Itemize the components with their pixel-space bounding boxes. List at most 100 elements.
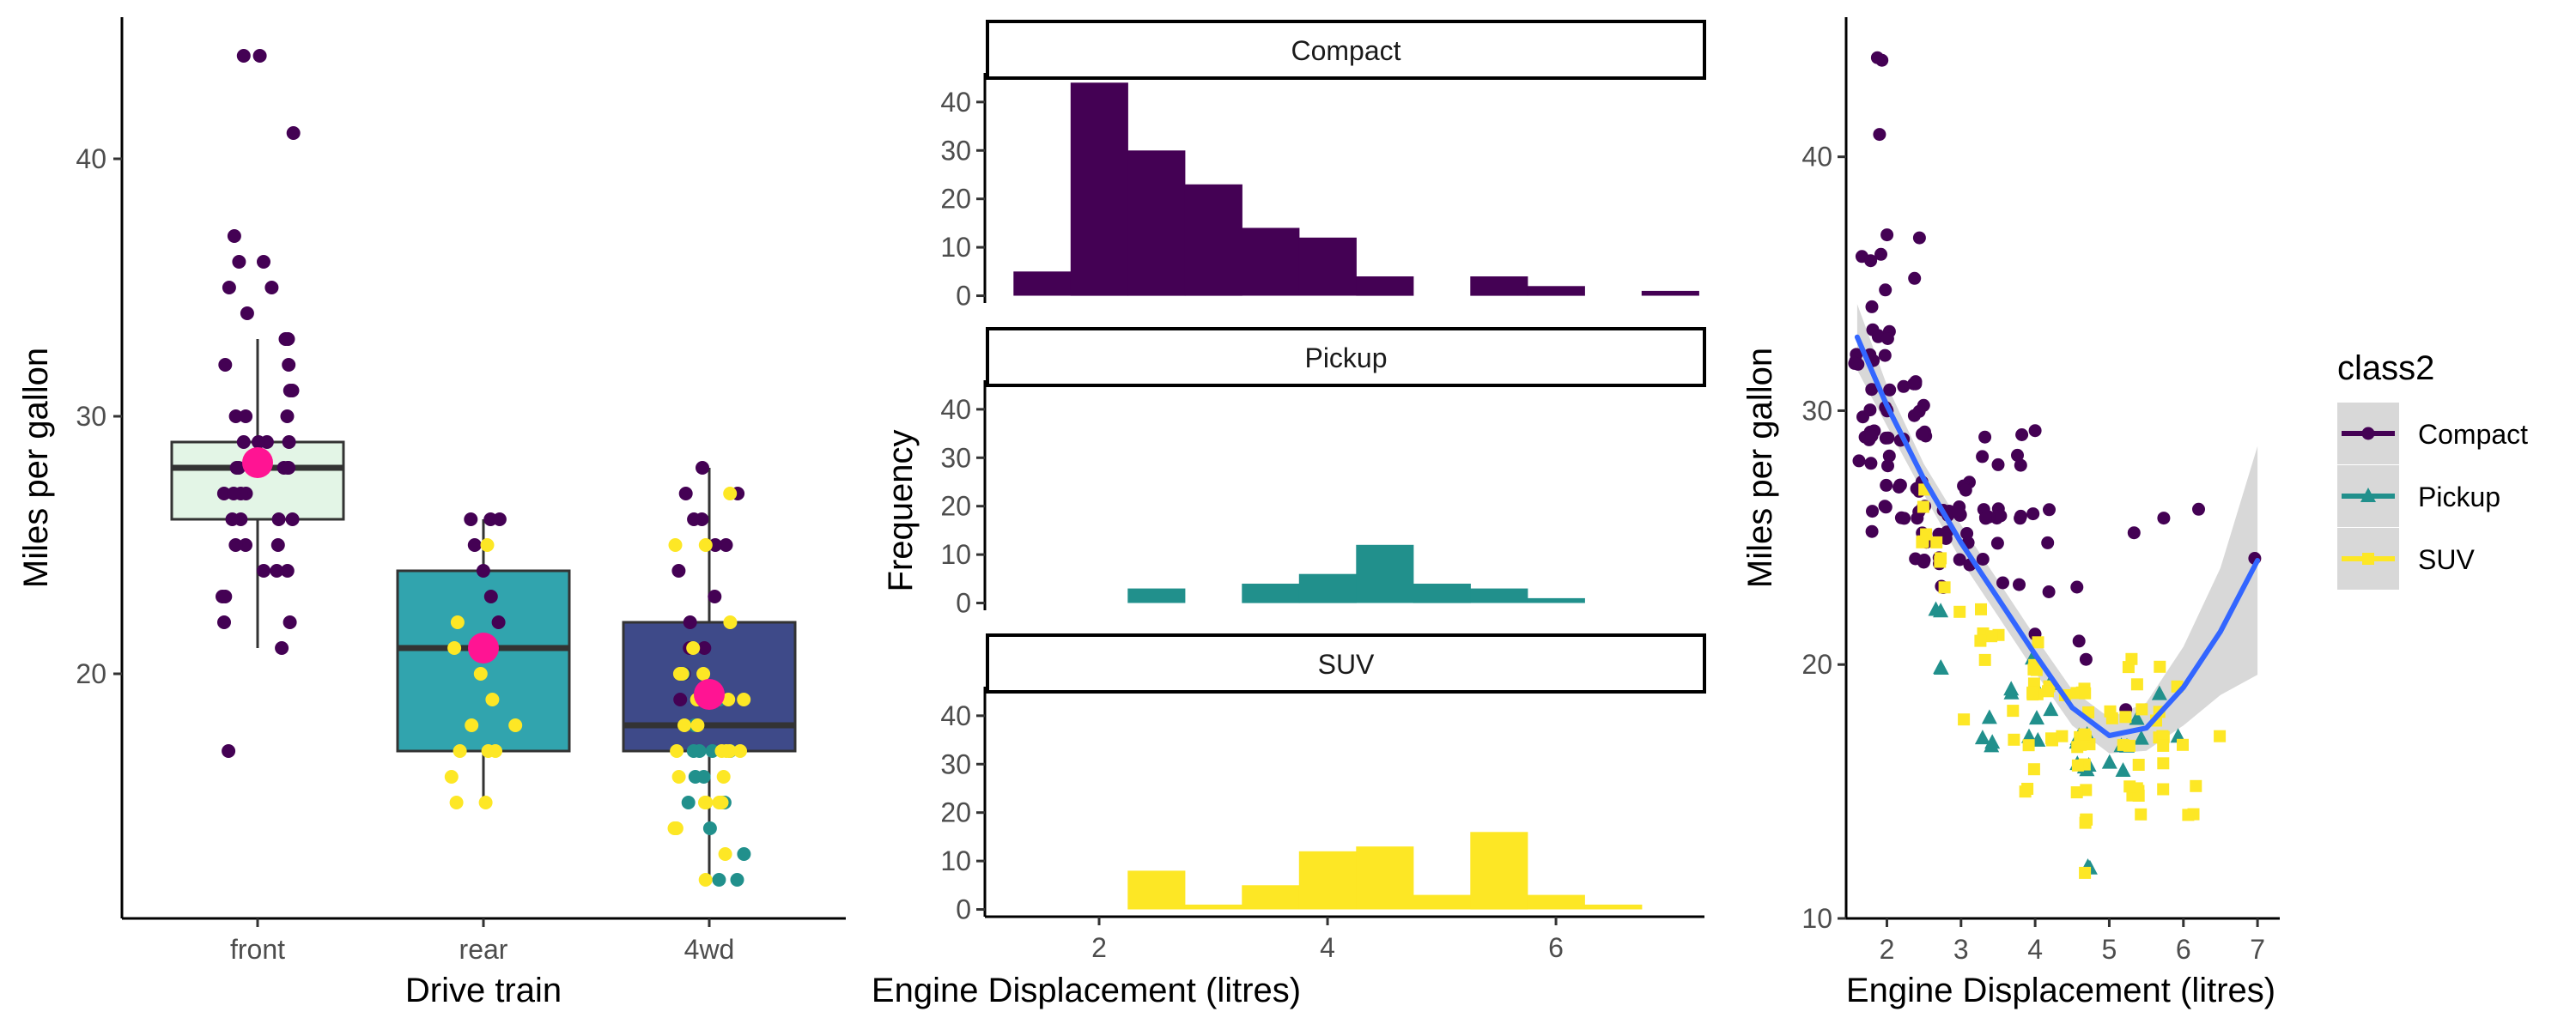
data-point-compact bbox=[1879, 283, 1893, 297]
data-point-compact bbox=[1852, 454, 1866, 468]
data-point-compact bbox=[2192, 502, 2205, 516]
data-point-compact bbox=[1976, 553, 1990, 566]
jitter-point bbox=[671, 770, 686, 784]
data-point-compact bbox=[1881, 431, 1895, 445]
data-point-pickup bbox=[1928, 601, 1944, 616]
data-point-compact bbox=[2042, 585, 2056, 598]
data-point-pickup bbox=[2101, 754, 2117, 769]
histogram-bar bbox=[1127, 150, 1186, 296]
data-point-suv bbox=[2032, 636, 2044, 649]
jitter-point bbox=[227, 487, 241, 500]
data-point-compact bbox=[1898, 512, 1911, 525]
jitter-point bbox=[270, 538, 285, 552]
jitter-point bbox=[723, 615, 738, 629]
histogram-bar bbox=[1013, 271, 1072, 296]
data-point-suv bbox=[2078, 728, 2091, 741]
data-point-pickup bbox=[2029, 710, 2044, 725]
jitter-point bbox=[673, 693, 688, 706]
jitter-point bbox=[733, 744, 747, 758]
data-point-suv bbox=[1985, 630, 1998, 643]
data-point-suv bbox=[2182, 809, 2195, 821]
jitter-point bbox=[239, 538, 252, 552]
data-point-compact bbox=[1865, 524, 1879, 538]
panel-histogram: Compact 0 10 20 30 40 Pickup 0 10 20 30 40 SUV 0 10 20 3… bbox=[872, 20, 1706, 1009]
data-point-pickup bbox=[2115, 762, 2131, 777]
data-point-suv bbox=[2132, 759, 2145, 771]
jitter-point bbox=[492, 512, 507, 526]
data-point-compact bbox=[2014, 458, 2027, 472]
data-point-suv bbox=[2157, 739, 2170, 752]
data-point-suv bbox=[2362, 553, 2374, 565]
data-point-suv bbox=[2070, 786, 2083, 799]
y-tick-label: 40 bbox=[1801, 142, 1832, 173]
data-point-suv bbox=[2123, 739, 2136, 752]
histogram-bar bbox=[1356, 544, 1414, 603]
data-point-suv bbox=[1953, 605, 1966, 618]
jitter-point bbox=[225, 512, 240, 526]
histogram-bar bbox=[1356, 276, 1414, 296]
jitter-point bbox=[270, 564, 284, 578]
data-point-pickup bbox=[1984, 734, 2001, 749]
data-point-compact bbox=[1951, 505, 1965, 518]
jitter-point bbox=[232, 255, 246, 269]
data-point-suv bbox=[2071, 759, 2084, 772]
jitter-point bbox=[671, 564, 686, 578]
data-point-compact bbox=[1864, 457, 1878, 470]
facet-strip-pickup bbox=[986, 327, 1706, 387]
jitter-point bbox=[232, 461, 246, 475]
boxplot-y-axis-title: Miles per gallon bbox=[17, 348, 55, 588]
legend-label: SUV bbox=[2418, 544, 2475, 575]
jitter-point bbox=[670, 744, 684, 758]
mean-point bbox=[694, 679, 725, 710]
jitter-point bbox=[282, 435, 296, 449]
data-point-suv bbox=[2026, 686, 2039, 699]
data-point-suv bbox=[2045, 732, 2057, 745]
data-point-compact bbox=[1865, 300, 1879, 313]
data-point-suv bbox=[1917, 500, 1929, 513]
histogram-bar bbox=[1356, 846, 1414, 910]
jitter-point bbox=[683, 615, 697, 629]
data-point-suv bbox=[1978, 653, 1991, 666]
data-point-pickup bbox=[2151, 685, 2167, 700]
data-point-compact bbox=[1863, 403, 1877, 417]
histogram-bar bbox=[1470, 588, 1528, 603]
x-tick-label: 7 bbox=[2250, 934, 2265, 965]
jitter-point bbox=[712, 873, 726, 887]
y-tick-label: 30 bbox=[1801, 395, 1832, 426]
data-point-compact bbox=[1960, 527, 1974, 540]
y-tick-label: 10 bbox=[1801, 903, 1832, 934]
histogram-bar bbox=[1298, 851, 1357, 910]
jitter-point bbox=[708, 538, 722, 552]
histogram-bar bbox=[1127, 588, 1186, 603]
jitter-point bbox=[257, 255, 270, 269]
jitter-point bbox=[668, 538, 683, 552]
data-point-suv bbox=[2007, 705, 2020, 718]
histogram-bar bbox=[1470, 276, 1528, 296]
data-point-compact bbox=[2011, 448, 2024, 462]
jitter-point bbox=[218, 590, 233, 603]
data-point-compact bbox=[1874, 247, 1887, 261]
x-tick-label: 4 bbox=[2027, 934, 2043, 965]
x-tick-label: 3 bbox=[1953, 934, 1969, 965]
data-point-compact bbox=[1996, 576, 2009, 590]
histogram-bar bbox=[1413, 584, 1471, 603]
x-tick-label: 2 bbox=[1091, 932, 1107, 963]
jitter-point bbox=[675, 667, 690, 681]
data-point-compact bbox=[1979, 512, 1992, 525]
jitter-point bbox=[718, 847, 732, 861]
jitter-point bbox=[280, 409, 295, 423]
histogram-bar bbox=[1242, 584, 1300, 603]
jitter-point bbox=[681, 796, 696, 809]
y-tick-label: 10 bbox=[940, 845, 971, 876]
y-tick-label: 0 bbox=[956, 588, 971, 619]
data-point-compact bbox=[1907, 409, 1921, 422]
jitter-point bbox=[275, 641, 289, 655]
jitter-point bbox=[282, 358, 296, 372]
jitter-point bbox=[271, 512, 286, 526]
data-point-suv bbox=[2028, 658, 2041, 671]
jitter-point bbox=[228, 538, 243, 552]
data-point-pickup bbox=[2133, 730, 2149, 745]
data-point-pickup bbox=[2003, 681, 2020, 696]
jitter-point bbox=[278, 332, 293, 346]
